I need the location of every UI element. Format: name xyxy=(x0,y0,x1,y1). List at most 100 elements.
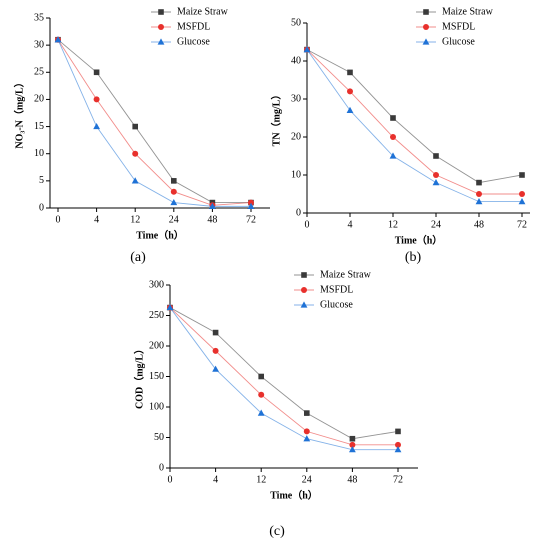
marker xyxy=(158,9,164,15)
marker xyxy=(93,122,100,130)
marker xyxy=(170,198,178,206)
x-tick-label: 24 xyxy=(302,474,312,485)
panel-label: (b) xyxy=(405,250,422,265)
x-tick-label: 12 xyxy=(388,219,398,230)
y-tick-label: 50 xyxy=(154,432,164,443)
series-line xyxy=(57,39,252,206)
y-tick-label: 15 xyxy=(34,121,44,132)
series-line xyxy=(169,307,398,446)
x-tick-label: 4 xyxy=(213,474,218,485)
marker xyxy=(93,69,100,76)
axis xyxy=(169,285,418,469)
marker xyxy=(433,172,439,178)
x-tick-label: 12 xyxy=(130,214,140,225)
marker xyxy=(346,106,354,113)
y-axis-label: NO₃-N（mg/L） xyxy=(12,77,25,148)
marker xyxy=(422,38,430,45)
series-line xyxy=(169,307,398,451)
marker xyxy=(158,24,164,30)
marker xyxy=(212,365,219,372)
marker xyxy=(519,191,525,197)
marker xyxy=(257,409,265,416)
marker xyxy=(519,172,525,178)
axis xyxy=(306,23,530,214)
marker xyxy=(349,446,356,453)
legend-label: MSFDL xyxy=(177,21,210,32)
marker xyxy=(303,435,311,442)
y-tick-label: 40 xyxy=(291,55,301,66)
x-tick-label: 48 xyxy=(207,214,217,225)
x-tick-label: 0 xyxy=(168,474,173,485)
x-tick-label: 72 xyxy=(393,474,403,485)
marker xyxy=(423,24,429,30)
y-tick-label: 20 xyxy=(291,131,301,142)
legend-label: Glucose xyxy=(177,36,210,47)
y-axis-label: TN（mg/L） xyxy=(269,90,282,147)
marker xyxy=(209,202,216,209)
y-tick-label: 300 xyxy=(149,279,164,290)
x-axis-label: Time（h） xyxy=(136,228,184,241)
marker xyxy=(347,88,353,95)
x-tick-label: 4 xyxy=(94,214,99,225)
y-axis-label: COD（mg/L） xyxy=(132,344,145,409)
marker xyxy=(395,441,401,448)
y-tick-label: 0 xyxy=(39,202,44,213)
y-tick-label: 50 xyxy=(291,17,301,28)
marker xyxy=(248,199,254,206)
marker xyxy=(303,428,310,435)
legend-label: Maize Straw xyxy=(442,6,494,17)
marker xyxy=(300,301,308,308)
marker xyxy=(171,178,177,184)
marker xyxy=(247,202,255,209)
marker xyxy=(518,198,526,205)
marker xyxy=(170,188,177,195)
legend-label: Maize Straw xyxy=(320,269,372,280)
marker xyxy=(389,152,397,159)
y-tick-label: 5 xyxy=(39,175,44,186)
marker xyxy=(349,441,356,448)
marker xyxy=(394,446,402,453)
y-tick-label: 35 xyxy=(34,12,44,23)
y-tick-label: 20 xyxy=(34,94,44,105)
marker xyxy=(423,9,429,15)
series-line xyxy=(306,49,522,203)
x-tick-label: 12 xyxy=(256,474,266,485)
legend-label: Glucose xyxy=(320,299,353,310)
y-tick-label: 25 xyxy=(34,67,44,78)
marker xyxy=(432,179,440,186)
x-tick-label: 4 xyxy=(348,219,353,230)
marker xyxy=(349,435,356,442)
series-line xyxy=(57,39,251,204)
marker xyxy=(475,198,483,205)
legend-label: MSFDL xyxy=(320,284,353,295)
series-line xyxy=(57,39,251,207)
marker xyxy=(433,153,439,159)
panel-label: (c) xyxy=(269,524,285,539)
y-tick-label: 30 xyxy=(291,93,301,104)
x-tick-label: 72 xyxy=(246,214,256,225)
y-tick-label: 200 xyxy=(149,340,164,351)
y-tick-label: 10 xyxy=(34,148,44,159)
marker xyxy=(132,150,139,157)
legend-label: Glucose xyxy=(442,36,475,47)
marker xyxy=(301,272,307,278)
series-line xyxy=(306,49,522,195)
marker xyxy=(476,179,482,186)
y-tick-label: 100 xyxy=(149,401,164,412)
marker xyxy=(390,115,396,121)
panel-label: (a) xyxy=(130,250,146,265)
marker xyxy=(303,46,311,53)
x-tick-label: 0 xyxy=(56,214,61,225)
y-tick-label: 0 xyxy=(296,207,301,218)
marker xyxy=(347,69,353,76)
y-tick-label: 10 xyxy=(291,169,301,180)
x-axis-label: Time（h） xyxy=(270,488,318,501)
x-tick-label: 48 xyxy=(474,219,484,230)
legend-label: MSFDL xyxy=(442,21,475,32)
y-tick-label: 30 xyxy=(34,39,44,50)
x-tick-label: 24 xyxy=(169,214,179,225)
marker xyxy=(258,373,264,380)
marker xyxy=(157,38,165,45)
x-tick-label: 72 xyxy=(517,219,527,230)
y-tick-label: 0 xyxy=(159,462,164,473)
